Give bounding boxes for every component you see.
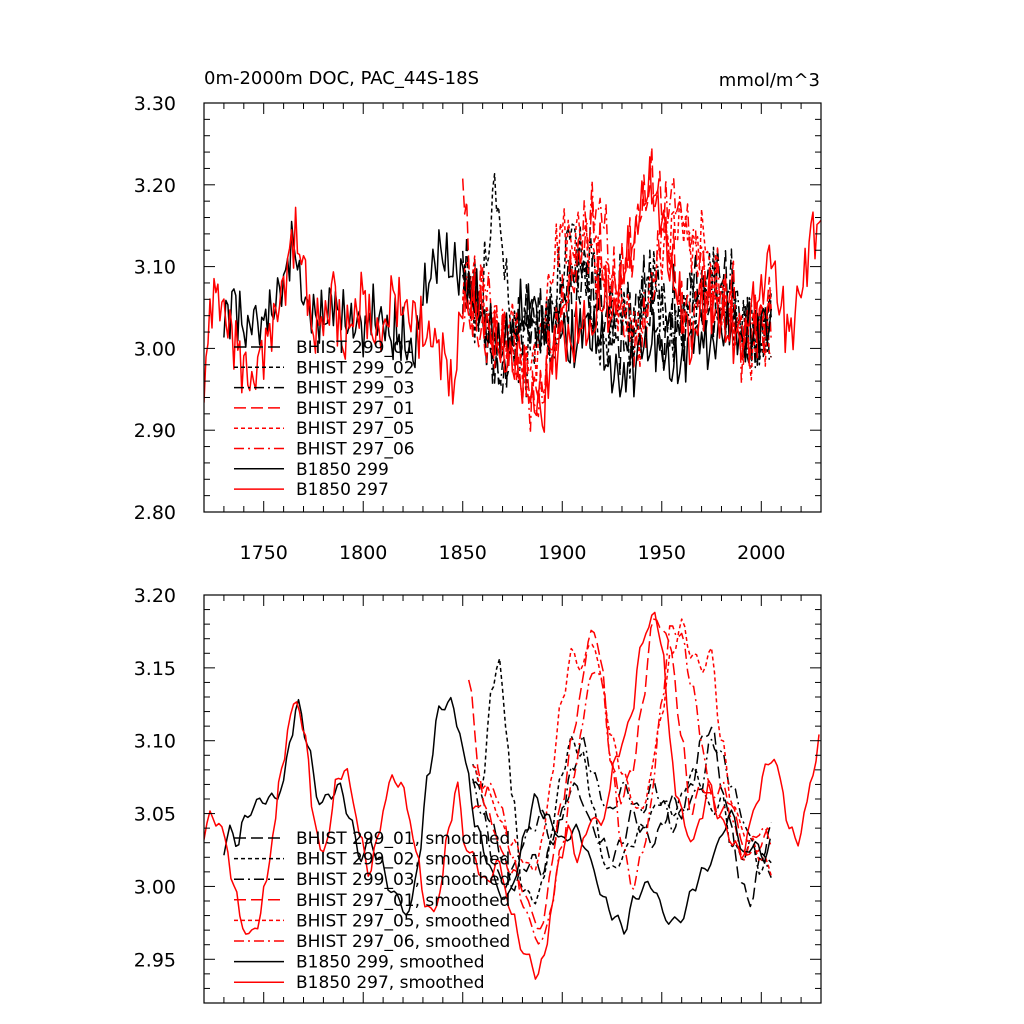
y-tick-label: 3.05 [134, 804, 176, 826]
series-line [223, 220, 772, 398]
x-tick-label: 1850 [439, 542, 487, 564]
legend-label: BHIST 297_01, smoothed [296, 891, 510, 911]
series-line [223, 696, 771, 935]
y-tick-label: 3.20 [134, 585, 176, 607]
series-line [204, 611, 820, 980]
series-line [472, 657, 772, 905]
bottom-panel-lines [204, 611, 820, 980]
top-panel-title: 0m-2000m DOC, PAC_44S-18S [204, 68, 479, 89]
top-panel-units: mmol/m^3 [719, 70, 820, 91]
legend-label: BHIST 297_01 [296, 399, 415, 419]
series-line [472, 625, 772, 945]
legend-label: BHIST 299_01 [296, 338, 415, 358]
legend-label: BHIST 297_05 [296, 419, 415, 439]
series-line [461, 146, 772, 400]
legend-label: BHIST 299_03, smoothed [296, 870, 510, 890]
top-panel-lines [204, 146, 821, 434]
legend-label: BHIST 297_06 [296, 440, 415, 460]
legend-label: B1850 297 [296, 480, 389, 500]
series-line [204, 156, 821, 433]
series-line [461, 178, 772, 434]
x-tick-label: 1950 [638, 542, 686, 564]
y-tick-label: 2.80 [134, 502, 176, 524]
y-tick-label: 2.95 [134, 949, 176, 971]
y-tick-label: 3.30 [134, 93, 176, 115]
series-line [472, 618, 772, 876]
legend-label: B1850 297, smoothed [296, 973, 485, 993]
y-tick-label: 3.10 [134, 731, 176, 753]
legend-label: BHIST 299_02 [296, 358, 415, 378]
x-tick-label: 1750 [240, 542, 288, 564]
top-panel-axes: 1750 1800 1850 1900 1950 2000 2.80 2.90 3.00 3.10… [134, 93, 822, 564]
plot-frame [203, 102, 822, 513]
x-tick-label: 1800 [339, 542, 387, 564]
series-line [471, 734, 772, 889]
y-tick-label: 3.10 [134, 257, 176, 279]
y-tick-label: 2.90 [134, 420, 176, 442]
y-tick-label: 3.15 [134, 658, 176, 680]
legend-label: BHIST 297_05, smoothed [296, 911, 510, 931]
series-line [461, 195, 772, 382]
legend-label: B1850 299 [296, 460, 389, 480]
legend-label: BHIST 299_03 [296, 379, 415, 399]
top-panel: 0m-2000m DOC, PAC_44S-18S mmol/m^3 BHIST… [134, 68, 822, 564]
bottom-panel-axes: 2.95 3.00 3.05 3.10 3.15 3.20 [134, 585, 822, 1004]
y-tick-label: 3.00 [134, 876, 176, 898]
y-tick-label: 3.00 [134, 338, 176, 360]
series-line [461, 235, 772, 394]
legend-label: BHIST 297_06, smoothed [296, 932, 510, 952]
x-tick-label: 2000 [737, 542, 785, 564]
y-tick-label: 3.20 [134, 175, 176, 197]
legend-label: BHIST 299_02, smoothed [296, 850, 510, 870]
legend-label: BHIST 299_01, smoothed [296, 829, 510, 849]
x-tick-label: 1900 [538, 542, 586, 564]
legend-label: B1850 299, smoothed [296, 953, 485, 973]
